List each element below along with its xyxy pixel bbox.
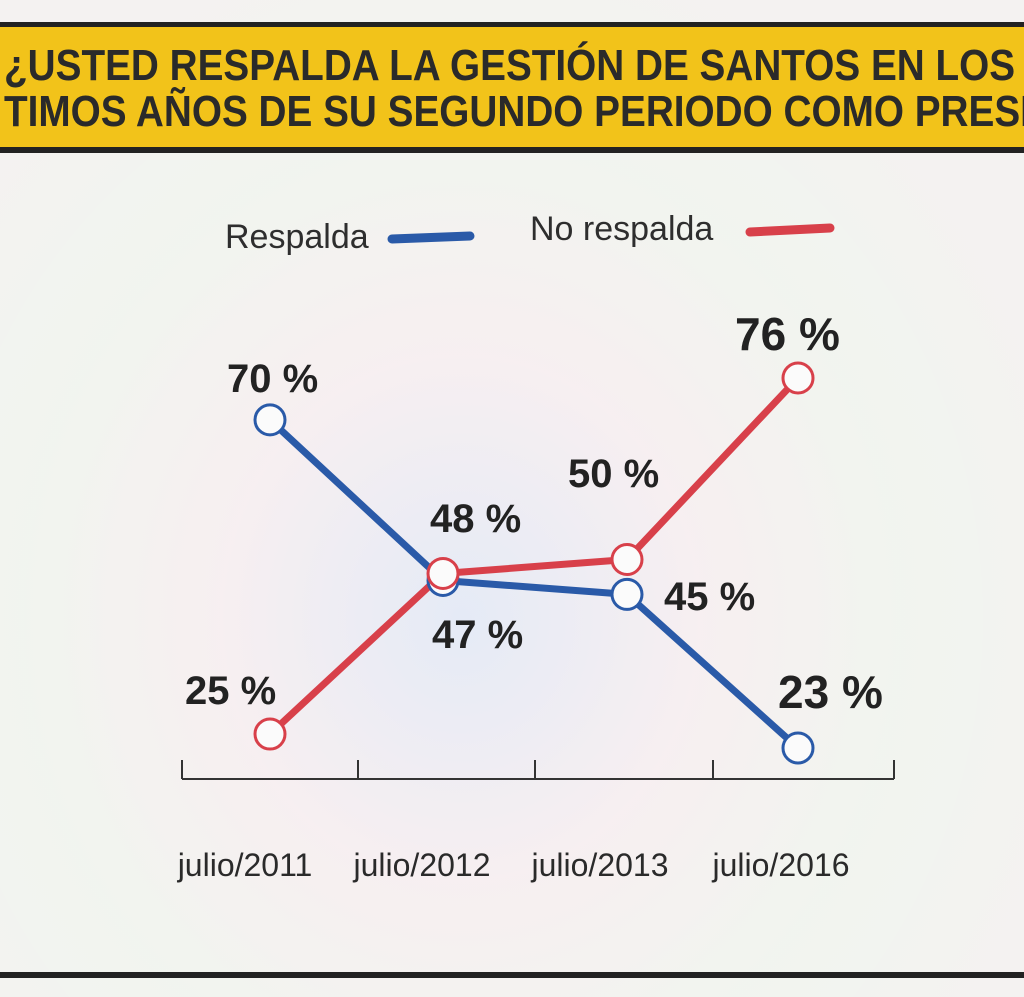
series-line-respalda-segment [439,576,631,598]
x-tick-label: julio/2013 [531,847,669,883]
series-line-no-respalda-segment [266,569,447,738]
series-markers [253,361,815,765]
data-label-respalda-2016: 23 % [778,666,883,718]
data-label-no-respalda-2012: 48 % [430,497,521,541]
data-label-no-respalda-2013: 50 % [568,452,659,496]
data-labels: 70 % 47 % 45 % 23 % 25 % 48 % 50 % 76 % [185,308,883,718]
data-label-no-respalda-2011: 25 % [185,669,276,713]
legend-swatch-no-respalda [745,223,835,237]
data-point-no-respalda-3 [781,361,815,395]
series-line-respalda-segment [623,590,802,752]
legend-swatch-respalda [387,231,475,244]
data-point-no-respalda-1 [426,556,460,590]
series-lines [266,374,802,752]
legend-label-respalda: Respalda [225,218,369,256]
title-banner: ¿USTED RESPALDA LA GESTIÓN DE SANTOS EN … [0,22,1024,153]
data-point-no-respalda-2 [610,543,644,577]
legend-label-no-respalda: No respalda [530,210,713,248]
data-label-respalda-2012: 47 % [432,613,523,657]
x-tick-label: julio/2016 [712,847,850,883]
data-point-respalda-0 [253,403,287,437]
data-point-respalda-3 [781,731,815,765]
series-line-no-respalda-segment [623,374,802,564]
bottom-rule [0,972,1024,978]
x-tick-label: julio/2012 [353,847,491,883]
series-line-no-respalda-segment [439,556,631,577]
x-tick-label: julio/2011 [177,847,313,883]
legend: Respalda No respalda [225,210,835,256]
series-line-respalda-segment [266,416,447,584]
data-label-respalda-2011: 70 % [227,357,318,401]
data-label-no-respalda-2016: 76 % [735,308,840,360]
x-axis: julio/2011 julio/2012 julio/2013 julio/2… [177,760,895,883]
data-point-no-respalda-0 [253,717,287,751]
chart-title-line-1: ¿USTED RESPALDA LA GESTIÓN DE SANTOS EN … [4,41,1024,90]
chart-title-line-2: TIMOS AÑOS DE SU SEGUNDO PERIODO COMO PR… [4,87,1024,136]
data-label-respalda-2013: 45 % [664,575,755,619]
data-point-respalda-2 [610,577,644,611]
